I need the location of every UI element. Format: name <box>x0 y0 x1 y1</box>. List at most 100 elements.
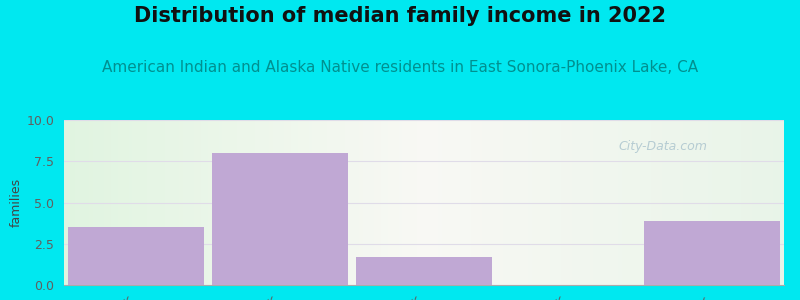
Bar <box>176 120 179 285</box>
Bar <box>716 120 719 285</box>
Bar <box>701 120 705 285</box>
Bar <box>568 120 571 285</box>
Bar <box>366 120 370 285</box>
Bar <box>456 120 460 285</box>
Bar <box>608 120 611 285</box>
Bar <box>306 120 309 285</box>
Bar <box>309 120 312 285</box>
Bar <box>665 120 669 285</box>
Bar <box>499 120 503 285</box>
Bar <box>762 120 766 285</box>
Bar <box>651 120 654 285</box>
Bar <box>75 120 78 285</box>
Bar <box>226 120 230 285</box>
Bar <box>362 120 366 285</box>
Bar <box>97 120 100 285</box>
Bar <box>637 120 640 285</box>
Bar <box>424 120 427 285</box>
Bar <box>478 120 482 285</box>
Bar <box>464 120 467 285</box>
Bar <box>435 120 438 285</box>
Bar <box>110 120 114 285</box>
Bar <box>384 120 388 285</box>
Bar <box>734 120 738 285</box>
Bar <box>86 120 90 285</box>
Bar <box>208 120 211 285</box>
Bar <box>219 120 222 285</box>
Bar <box>165 120 169 285</box>
Bar <box>626 120 630 285</box>
Bar <box>67 227 204 285</box>
Bar <box>705 120 709 285</box>
Bar <box>312 120 316 285</box>
Bar <box>622 120 626 285</box>
Text: City-Data.com: City-Data.com <box>618 140 707 153</box>
Bar <box>726 120 730 285</box>
Bar <box>611 120 615 285</box>
Bar <box>755 120 758 285</box>
Bar <box>597 120 600 285</box>
Bar <box>496 120 499 285</box>
Bar <box>507 120 510 285</box>
Bar <box>402 120 406 285</box>
Bar <box>240 120 244 285</box>
Bar <box>136 120 139 285</box>
Bar <box>104 120 107 285</box>
Bar <box>539 120 543 285</box>
Bar <box>546 120 550 285</box>
Bar <box>133 120 136 285</box>
Bar <box>294 120 298 285</box>
Bar <box>273 120 277 285</box>
Bar <box>738 120 741 285</box>
Bar <box>316 120 319 285</box>
Bar <box>741 120 744 285</box>
Bar <box>542 120 546 285</box>
Bar <box>150 120 154 285</box>
Bar <box>643 220 780 285</box>
Bar <box>558 120 561 285</box>
Bar <box>618 120 622 285</box>
Bar <box>269 120 273 285</box>
Bar <box>349 120 352 285</box>
Bar <box>107 120 110 285</box>
Bar <box>575 120 579 285</box>
Bar <box>143 120 147 285</box>
Bar <box>147 120 150 285</box>
Bar <box>777 120 781 285</box>
Bar <box>550 120 554 285</box>
Bar <box>687 120 690 285</box>
Bar <box>90 120 93 285</box>
Bar <box>197 120 201 285</box>
Bar <box>529 120 532 285</box>
Bar <box>730 120 734 285</box>
Bar <box>287 120 291 285</box>
Bar <box>514 120 518 285</box>
Bar <box>230 120 234 285</box>
Y-axis label: families: families <box>10 178 22 227</box>
Bar <box>211 120 215 285</box>
Bar <box>211 153 349 285</box>
Bar <box>194 120 197 285</box>
Bar <box>460 120 464 285</box>
Bar <box>561 120 565 285</box>
Bar <box>254 120 258 285</box>
Bar <box>446 120 450 285</box>
Bar <box>654 120 658 285</box>
Bar <box>690 120 694 285</box>
Bar <box>680 120 683 285</box>
Bar <box>744 120 748 285</box>
Bar <box>169 120 172 285</box>
Bar <box>492 120 496 285</box>
Bar <box>201 120 205 285</box>
Bar <box>129 120 132 285</box>
Bar <box>450 120 453 285</box>
Bar <box>582 120 586 285</box>
Bar <box>78 120 82 285</box>
Bar <box>172 120 176 285</box>
Bar <box>662 120 665 285</box>
Bar <box>630 120 633 285</box>
Bar <box>643 120 647 285</box>
Bar <box>532 120 536 285</box>
Bar <box>474 120 478 285</box>
Bar <box>773 120 777 285</box>
